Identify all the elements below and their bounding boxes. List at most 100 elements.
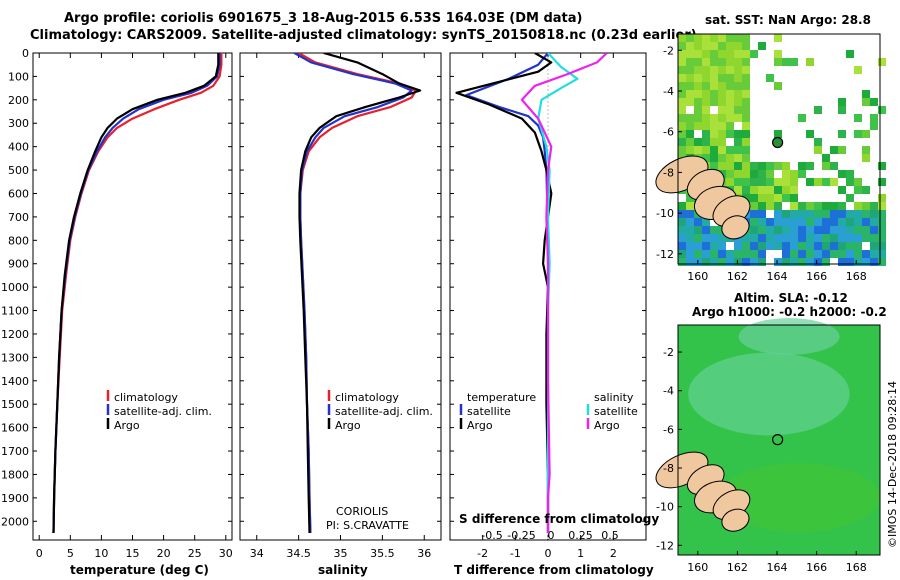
- sst-cell: [806, 162, 814, 170]
- sst-cell: [678, 42, 686, 50]
- sst-cell: [702, 154, 710, 162]
- sst-cell: [830, 202, 838, 210]
- sst-cell: [766, 234, 774, 242]
- sst-cell: [814, 250, 822, 258]
- sst-cell: [710, 58, 718, 66]
- salinity-axis-label: salinity: [318, 563, 368, 577]
- sst-cell: [806, 178, 814, 186]
- sst-cell: [814, 146, 822, 154]
- sst-cell: [702, 242, 710, 250]
- sst-cell: [862, 234, 870, 242]
- sst-cell: [854, 130, 862, 138]
- sst-cell: [766, 218, 774, 226]
- island: [721, 508, 750, 532]
- sst-cell: [686, 258, 694, 266]
- sst-cell: [718, 146, 726, 154]
- sst-cell: [726, 106, 734, 114]
- sst-cell: [686, 114, 694, 122]
- sst-cell: [702, 66, 710, 74]
- sst-cell: [878, 226, 886, 234]
- sst-cell: [774, 58, 782, 66]
- sst-cell: [774, 258, 782, 266]
- sst-cell: [702, 218, 710, 226]
- altim-map-title-1: Altim. SLA: -0.12: [734, 291, 848, 305]
- sst-cell: [734, 162, 742, 170]
- sst-cell: [782, 170, 790, 178]
- map-y-tick-label: -6: [663, 126, 674, 139]
- sst-cell: [774, 162, 782, 170]
- series-line-climatology: [298, 53, 417, 534]
- map-x-tick-label: 166: [806, 561, 827, 574]
- sst-cell: [878, 178, 886, 186]
- sst-cell: [694, 106, 702, 114]
- sst-cell: [734, 250, 742, 258]
- sst-cell: [790, 58, 798, 66]
- sst-cell: [798, 202, 806, 210]
- sst-cell: [758, 202, 766, 210]
- sst-cell: [702, 90, 710, 98]
- sst-cell: [710, 250, 718, 258]
- sst-cell: [742, 234, 750, 242]
- sst-cell: [830, 218, 838, 226]
- sst-cell: [710, 98, 718, 106]
- sst-cell: [782, 242, 790, 250]
- sst-cell: [694, 98, 702, 106]
- sst-cell: [710, 162, 718, 170]
- sst-cell: [718, 234, 726, 242]
- series-group: [52, 53, 223, 534]
- sst-cell: [734, 82, 742, 90]
- sst-cell: [702, 114, 710, 122]
- sst-cell: [678, 234, 686, 242]
- sst-cell: [678, 74, 686, 82]
- sst-cell: [782, 186, 790, 194]
- sst-cell: [742, 74, 750, 82]
- sst-cell: [742, 114, 750, 122]
- sla-patch: [688, 352, 850, 436]
- sst-cell: [702, 42, 710, 50]
- sst-cell: [678, 130, 686, 138]
- sst-cell: [878, 234, 886, 242]
- depth-tick-label: 0: [22, 47, 29, 60]
- x-tick-label: -2: [477, 547, 488, 560]
- sst-cell: [758, 210, 766, 218]
- sst-cell: [790, 170, 798, 178]
- sst-cell: [846, 242, 854, 250]
- series-group: [455, 53, 608, 533]
- depth-tick-label: 300: [8, 117, 29, 130]
- sst-cell: [870, 250, 878, 258]
- sst-cell: [798, 258, 806, 266]
- sst-cell: [726, 66, 734, 74]
- sst-cell: [862, 130, 870, 138]
- sst-cell: [798, 170, 806, 178]
- sst-cell: [766, 162, 774, 170]
- sal-legend-argo: Argo: [335, 419, 361, 432]
- sst-cell: [686, 226, 694, 234]
- sst-cell: [686, 90, 694, 98]
- sst-cell: [806, 258, 814, 266]
- sst-cell: [862, 202, 870, 210]
- sst-cell: [742, 258, 750, 266]
- sst-cell: [742, 90, 750, 98]
- sst-cell: [678, 210, 686, 218]
- map-x-tick-label: 166: [806, 270, 827, 283]
- sst-map: 160 162 164 166 168 -2 -4 -6 -8 -10 -12: [655, 33, 886, 283]
- sst-cell: [710, 122, 718, 130]
- sst-cell: [822, 258, 830, 266]
- sst-cell: [686, 194, 694, 202]
- sst-cell: [870, 98, 878, 106]
- map-y-tick-label: -12: [656, 248, 674, 261]
- sst-cell: [790, 186, 798, 194]
- sst-cell: [750, 194, 758, 202]
- sst-cell: [854, 242, 862, 250]
- sst-cell: [774, 234, 782, 242]
- sst-cell: [806, 234, 814, 242]
- sst-cell: [710, 258, 718, 266]
- sst-cell: [854, 258, 862, 266]
- sst-cell: [678, 258, 686, 266]
- sst-cell: [742, 58, 750, 66]
- sst-cell: [718, 106, 726, 114]
- sst-cell: [798, 250, 806, 258]
- sst-cell: [854, 210, 862, 218]
- sst-cell: [878, 194, 886, 202]
- map-y-tick-label: -8: [663, 166, 674, 179]
